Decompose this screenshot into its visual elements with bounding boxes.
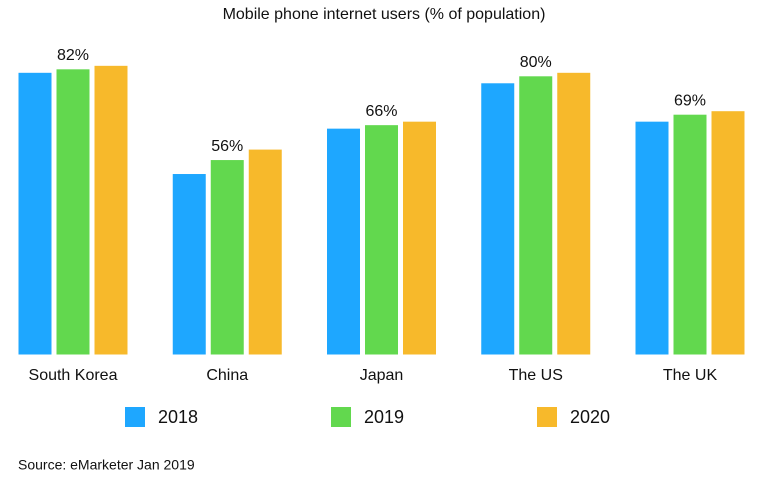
bar xyxy=(171,173,207,356)
value-label: 66% xyxy=(365,103,397,120)
legend-label: 2018 xyxy=(158,407,198,427)
bar xyxy=(364,124,399,356)
value-label: 80% xyxy=(520,54,552,71)
bar xyxy=(518,75,554,356)
bar xyxy=(209,159,245,356)
legend-label: 2019 xyxy=(364,407,404,427)
value-label: 69% xyxy=(674,92,706,109)
value-label: 56% xyxy=(211,138,243,155)
legend-label: 2020 xyxy=(570,407,610,427)
source-note: Source: eMarketer Jan 2019 xyxy=(18,457,195,473)
x-tick-label: The UK xyxy=(663,367,718,384)
bar xyxy=(672,113,708,356)
bar xyxy=(556,71,592,356)
x-tick-label: South Korea xyxy=(29,367,118,384)
bar xyxy=(634,120,670,356)
value-label: 82% xyxy=(57,47,89,64)
chart-title: Mobile phone internet users (% of popula… xyxy=(223,6,546,23)
bar xyxy=(247,148,283,356)
bar xyxy=(55,68,91,356)
bar xyxy=(480,82,516,356)
bar xyxy=(93,64,129,356)
legend-swatch xyxy=(537,407,557,427)
legend-swatch xyxy=(331,407,351,427)
legend-swatch xyxy=(125,407,145,427)
x-tick-label: Japan xyxy=(360,367,404,384)
bar xyxy=(326,127,361,356)
x-tick-label: China xyxy=(206,367,248,384)
bar xyxy=(402,120,437,356)
bar xyxy=(17,71,53,356)
bar xyxy=(710,110,746,356)
x-tick-label: The US xyxy=(509,367,563,384)
